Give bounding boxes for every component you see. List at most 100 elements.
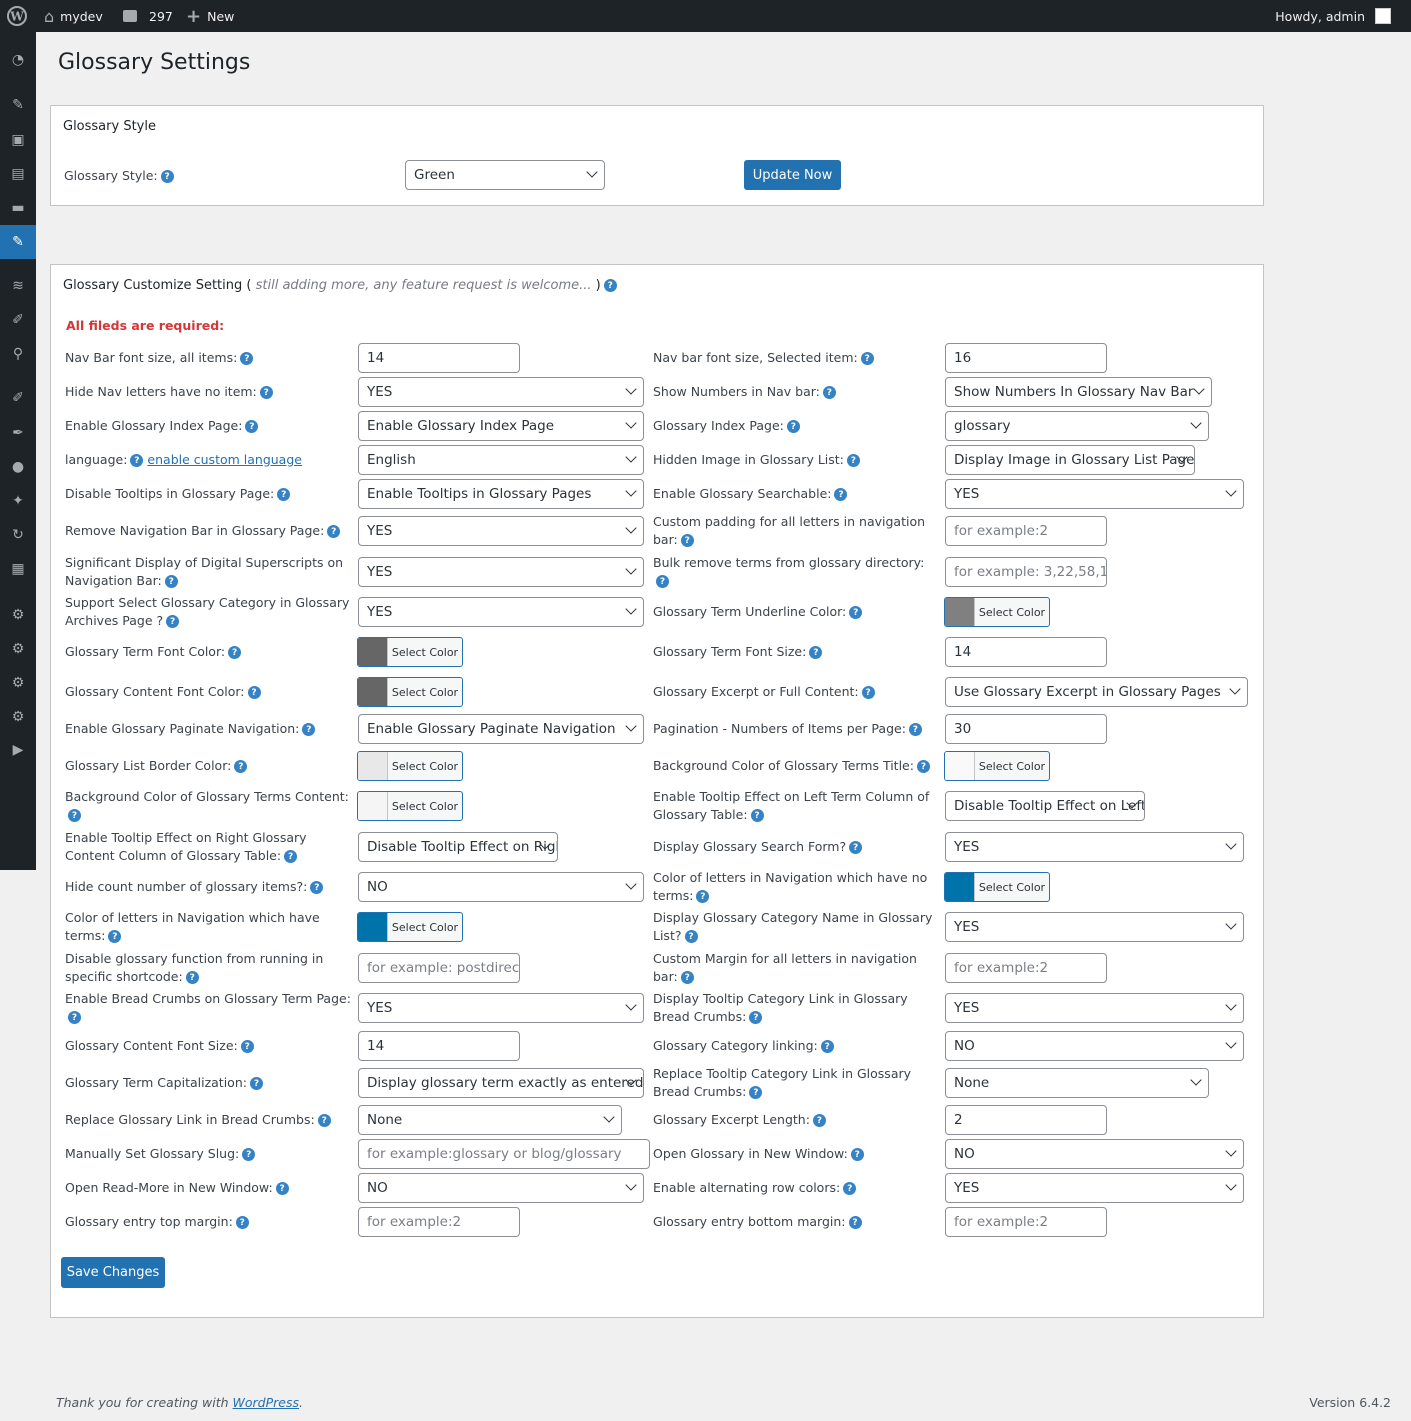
help-icon[interactable]: ? xyxy=(908,723,922,736)
color-picker-button[interactable]: Select Color xyxy=(357,677,463,707)
update-now-button[interactable]: Update Now xyxy=(744,160,841,190)
help-icon[interactable]: ? xyxy=(240,1040,254,1053)
help-icon[interactable]: ? xyxy=(749,1011,763,1024)
help-icon[interactable]: ? xyxy=(603,279,617,292)
help-icon[interactable]: ? xyxy=(166,615,180,628)
help-icon[interactable]: ? xyxy=(848,1216,862,1229)
help-icon[interactable]: ? xyxy=(750,809,764,822)
help-icon[interactable]: ? xyxy=(656,575,669,588)
help-icon[interactable]: ? xyxy=(812,1114,826,1127)
setting-select[interactable]: YES xyxy=(945,832,1244,862)
new-content-link[interactable]: + New xyxy=(186,5,235,27)
glossary-pin-icon[interactable]: ✎ xyxy=(12,234,24,250)
help-icon[interactable]: ? xyxy=(240,352,254,365)
setting-select[interactable]: YES xyxy=(945,912,1244,942)
setting-select[interactable]: Enable Tooltips in Glossary Pages xyxy=(358,479,644,509)
setting-select[interactable]: Show Numbers In Glossary Nav Bar xyxy=(945,377,1212,407)
help-icon[interactable]: ? xyxy=(680,534,694,547)
color-picker-button[interactable]: Select Color xyxy=(357,912,463,942)
setting-input[interactable]: for example:2 xyxy=(945,1207,1107,1237)
images-icon[interactable]: ▦ xyxy=(11,561,25,577)
color-picker-button[interactable]: Select Color xyxy=(357,751,463,781)
plugin-icon[interactable]: ✐ xyxy=(12,390,24,406)
play-icon[interactable]: ▶ xyxy=(12,742,24,758)
help-icon[interactable]: ? xyxy=(820,1040,834,1053)
help-icon[interactable]: ? xyxy=(235,1216,249,1229)
setting-select[interactable]: Display glossary term exactly as entered… xyxy=(358,1068,644,1098)
setting-select[interactable]: NO xyxy=(945,1031,1244,1061)
help-icon[interactable]: ? xyxy=(684,930,698,943)
help-icon[interactable]: ? xyxy=(749,1086,763,1099)
setting-input[interactable]: for example: postdirectory xyxy=(358,953,520,983)
setting-select[interactable]: NO xyxy=(358,872,644,902)
setting-select[interactable]: Enable Glossary Paginate Navigation xyxy=(358,714,644,744)
setting-input[interactable]: 16 xyxy=(945,343,1107,373)
glossary-style-select[interactable]: Green xyxy=(405,160,605,190)
help-icon[interactable]: ? xyxy=(327,525,341,538)
help-icon[interactable]: ? xyxy=(696,890,710,903)
stack-icon[interactable]: ≋ xyxy=(12,278,24,294)
help-icon[interactable]: ? xyxy=(108,930,122,943)
help-icon[interactable]: ? xyxy=(160,170,174,183)
help-icon[interactable]: ? xyxy=(130,454,144,467)
setting-select[interactable]: None xyxy=(358,1105,622,1135)
help-icon[interactable]: ? xyxy=(849,606,863,619)
help-icon[interactable]: ? xyxy=(809,646,823,659)
help-icon[interactable]: ? xyxy=(302,723,316,736)
setting-input[interactable]: 30 xyxy=(945,714,1107,744)
site-name-link[interactable]: ⌂ mydev xyxy=(44,6,103,26)
help-icon[interactable]: ? xyxy=(228,646,242,659)
gear-icon[interactable]: ⚙ xyxy=(11,675,25,691)
help-icon[interactable]: ? xyxy=(846,454,860,467)
help-icon[interactable]: ? xyxy=(68,809,81,822)
brush-icon[interactable]: ✐ xyxy=(12,312,24,328)
wordpress-link[interactable]: WordPress xyxy=(232,1395,300,1410)
help-icon[interactable]: ? xyxy=(843,1182,857,1195)
setting-select[interactable]: Enable Glossary Index Page xyxy=(358,411,644,441)
help-icon[interactable]: ? xyxy=(68,1011,81,1024)
save-changes-button[interactable]: Save Changes xyxy=(61,1257,165,1288)
gear-icon[interactable]: ⚙ xyxy=(11,607,25,623)
setting-input[interactable]: 14 xyxy=(358,343,520,373)
setting-input[interactable]: 14 xyxy=(358,1031,520,1061)
color-picker-button[interactable]: Select Color xyxy=(944,597,1050,627)
help-icon[interactable]: ? xyxy=(860,352,874,365)
setting-select[interactable]: YES xyxy=(358,597,644,627)
help-icon[interactable]: ? xyxy=(861,686,875,699)
setting-input[interactable]: for example:glossary or blog/glossary xyxy=(358,1139,650,1169)
help-icon[interactable]: ? xyxy=(234,760,248,773)
pages-icon[interactable]: ▤ xyxy=(11,166,25,182)
setting-input[interactable]: for example: 3,22,58,12 xyxy=(945,557,1107,587)
help-icon[interactable]: ? xyxy=(822,386,836,399)
plugins-icon[interactable]: ⚲ xyxy=(12,346,24,362)
color-picker-button[interactable]: Select Color xyxy=(944,872,1050,902)
setting-select[interactable]: YES xyxy=(945,993,1244,1023)
help-icon[interactable]: ? xyxy=(284,850,298,863)
gear-icon[interactable]: ⚙ xyxy=(11,709,25,725)
help-icon[interactable]: ? xyxy=(164,575,178,588)
setting-select[interactable]: YES xyxy=(358,993,644,1023)
setting-select[interactable]: YES xyxy=(358,377,644,407)
setting-input[interactable]: for example:2 xyxy=(945,516,1107,546)
color-picker-button[interactable]: Select Color xyxy=(944,751,1050,781)
setting-select[interactable]: Use Glossary Excerpt in Glossary Pages xyxy=(945,677,1248,707)
help-icon[interactable]: ? xyxy=(786,420,800,433)
help-icon[interactable]: ? xyxy=(275,1182,289,1195)
comments-icon[interactable]: ▬ xyxy=(11,200,25,216)
help-icon[interactable]: ? xyxy=(680,971,694,984)
help-icon[interactable]: ? xyxy=(245,420,259,433)
dashboard-icon[interactable]: ◔ xyxy=(11,52,25,68)
help-icon[interactable]: ? xyxy=(850,1148,864,1161)
comments-link[interactable]: 297 xyxy=(123,0,173,32)
help-icon[interactable]: ? xyxy=(247,686,261,699)
help-icon[interactable]: ? xyxy=(834,488,848,501)
help-icon[interactable]: ? xyxy=(277,488,291,501)
setting-select[interactable]: NO xyxy=(945,1139,1244,1169)
setting-select[interactable]: YES xyxy=(945,1173,1244,1203)
setting-select[interactable]: Display Image in Glossary List Page xyxy=(945,445,1195,475)
sync-icon[interactable]: ↻ xyxy=(12,527,24,543)
gear-icon[interactable]: ⚙ xyxy=(11,641,25,657)
wordpress-logo-icon[interactable]: W xyxy=(7,0,27,32)
setting-select[interactable]: YES xyxy=(358,557,644,587)
pin-icon[interactable]: ✎ xyxy=(12,97,24,113)
